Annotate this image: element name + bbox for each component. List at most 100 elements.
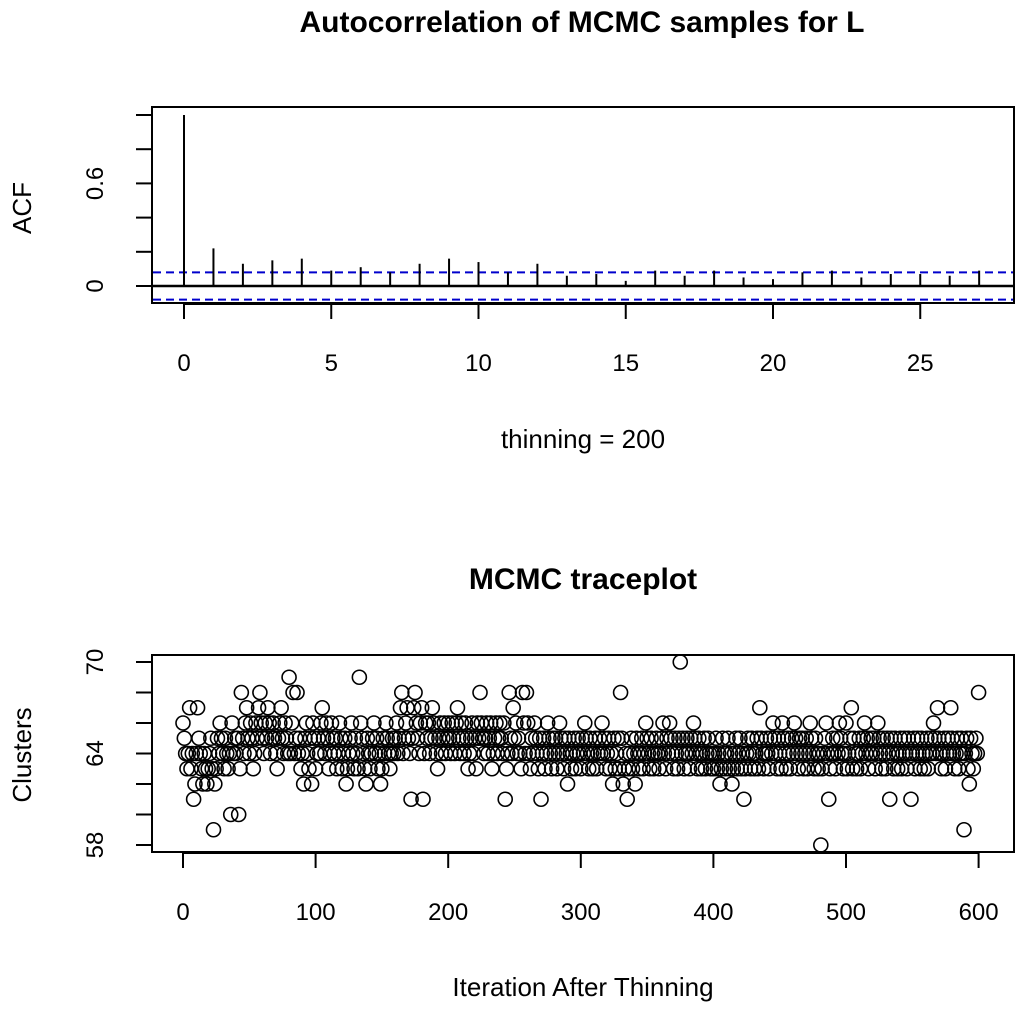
trace-point — [551, 715, 568, 731]
trace-point — [456, 745, 472, 762]
trace-point — [635, 760, 651, 777]
trace-point — [830, 745, 846, 762]
trace-point — [965, 760, 982, 777]
trace-point — [451, 730, 467, 747]
trace-x-label: Iteration After Thinning — [452, 972, 713, 1002]
trace-point — [645, 760, 662, 777]
trace-point — [732, 730, 748, 747]
trace-point — [705, 760, 722, 777]
trace-point — [675, 730, 691, 747]
trace-point — [301, 760, 317, 777]
trace-point — [185, 791, 202, 808]
trace-point — [338, 776, 354, 792]
trace-point — [513, 760, 529, 777]
trace-y-label: Clusters — [7, 707, 37, 802]
acf-y-axis: 00.6 — [82, 114, 153, 293]
trace-point — [496, 715, 512, 731]
trace-point — [641, 760, 658, 777]
trace-point — [374, 760, 390, 777]
trace-point — [778, 760, 795, 777]
acf-x-tick-label: 10 — [465, 350, 492, 377]
trace-point — [957, 745, 974, 762]
trace-point — [180, 745, 197, 762]
trace-x-tick-label: 400 — [693, 899, 733, 926]
trace-point — [372, 776, 389, 792]
trace-point — [199, 776, 215, 792]
trace-point — [969, 745, 986, 762]
trace-point — [774, 715, 791, 731]
trace-x-tick-label: 500 — [826, 899, 866, 926]
trace-x-tick-label: 200 — [428, 899, 468, 926]
trace-point — [382, 760, 398, 777]
trace-point — [877, 760, 894, 777]
trace-point — [260, 699, 276, 716]
trace-point — [415, 791, 431, 808]
trace-point — [346, 760, 362, 777]
trace-point — [580, 760, 597, 777]
trace-point — [816, 730, 833, 747]
trace-point — [781, 745, 797, 762]
trace-point — [498, 760, 515, 777]
trace-point — [533, 791, 549, 808]
trace-points — [175, 654, 987, 853]
trace-point — [721, 760, 738, 777]
trace-point — [523, 730, 540, 747]
trace-point — [230, 806, 247, 823]
trace-point — [679, 730, 695, 747]
trace-point — [667, 730, 683, 747]
trace-x-tick-label: 600 — [959, 899, 999, 926]
trace-point — [925, 715, 942, 731]
trace-title: MCMC traceplot — [469, 563, 697, 596]
trace-point — [694, 745, 711, 762]
trace-point — [216, 760, 232, 777]
trace-point — [416, 745, 433, 762]
trace-point — [200, 760, 216, 777]
trace-point — [233, 684, 250, 701]
trace-point — [864, 745, 881, 762]
trace-point — [502, 730, 519, 747]
trace-point — [659, 730, 675, 747]
trace-point — [555, 760, 572, 777]
trace-point — [181, 699, 198, 716]
trace-point — [352, 715, 369, 731]
trace-point — [868, 745, 885, 762]
trace-point — [810, 760, 826, 777]
trace-point — [717, 760, 734, 777]
trace-point — [881, 791, 898, 808]
acf-y-tick-label: 0.6 — [82, 167, 109, 200]
trace-point — [176, 730, 193, 747]
trace-point — [870, 715, 886, 731]
trace-point — [386, 745, 402, 762]
trace-point — [777, 745, 793, 762]
trace-point — [872, 745, 889, 762]
trace-point — [671, 730, 687, 747]
trace-point — [725, 760, 742, 777]
trace-point — [468, 760, 484, 777]
trace-point — [802, 715, 818, 731]
trace-point — [599, 745, 616, 762]
trace-point — [929, 699, 946, 716]
trace-point — [538, 745, 555, 762]
trace-point — [303, 776, 320, 792]
trace-point — [773, 760, 789, 777]
trace-point — [962, 730, 979, 747]
trace-point — [497, 791, 514, 808]
trace-point — [508, 715, 524, 731]
trace-point — [423, 730, 439, 747]
trace-point — [403, 791, 419, 808]
trace-point — [696, 730, 712, 747]
trace-point — [570, 730, 586, 747]
trace-point — [370, 760, 386, 777]
trace-point — [818, 715, 834, 731]
trace-point — [546, 745, 563, 762]
trace-x-tick-label: 100 — [296, 899, 336, 926]
trace-point — [281, 669, 297, 686]
trace-point — [285, 684, 301, 701]
trace-point — [486, 730, 503, 747]
trace-point — [321, 760, 337, 777]
trace-point — [534, 745, 551, 762]
trace-point — [271, 715, 288, 731]
trace-point — [470, 730, 487, 747]
trace-x-tick-label: 300 — [561, 899, 601, 926]
trace-point — [390, 745, 406, 762]
